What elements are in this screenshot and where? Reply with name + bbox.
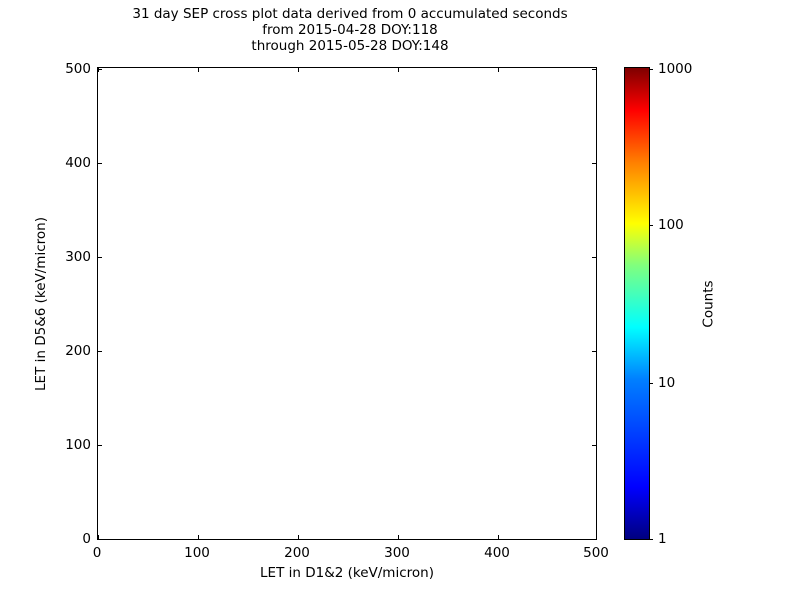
y-tick-mark: [98, 539, 102, 540]
x-tick-label: 500: [583, 545, 609, 561]
colorbar-gradient: [624, 67, 653, 540]
y-tick-mark-right: [592, 69, 596, 70]
y-tick-label: 400: [65, 155, 91, 171]
title-line-2: from 2015-04-28 DOY:118: [262, 22, 438, 38]
colorbar-tick-label: 100: [658, 217, 684, 233]
y-tick-label: 300: [65, 249, 91, 265]
y-tick-mark-right: [592, 445, 596, 446]
x-tick-mark-top: [98, 68, 99, 72]
x-tick-mark: [398, 535, 399, 539]
chart-title: 31 day SEP cross plot data derived from …: [0, 6, 700, 54]
y-tick-mark: [98, 445, 102, 446]
colorbar-tick-label: 10: [658, 375, 676, 391]
y-tick-mark: [98, 351, 102, 352]
plot-axes: [97, 67, 597, 540]
y-tick-label: 200: [65, 343, 91, 359]
x-tick-mark-top: [298, 68, 299, 72]
x-tick-label: 200: [284, 545, 310, 561]
x-tick-mark: [198, 535, 199, 539]
colorbar-label-text: Counts: [701, 279, 717, 328]
x-axis-label: LET in D1&2 (keV/micron): [260, 565, 434, 581]
title-line-1: 31 day SEP cross plot data derived from …: [132, 6, 568, 22]
x-tick-mark: [498, 535, 499, 539]
x-tick-mark-top: [198, 68, 199, 72]
colorbar-tick-label: 1: [658, 531, 667, 547]
colorbar-label: Counts: [700, 67, 718, 540]
x-tick-mark-top: [596, 68, 597, 72]
y-axis-label-text: LET in D5&6 (keV/micron): [33, 216, 49, 391]
x-tick-mark: [98, 535, 99, 539]
y-tick-mark: [98, 163, 102, 164]
colorbar-tick-mark: [649, 225, 653, 226]
x-tick-mark: [298, 535, 299, 539]
y-tick-label: 500: [65, 61, 91, 77]
y-tick-mark-right: [592, 257, 596, 258]
x-tick-mark-top: [498, 68, 499, 72]
x-tick-mark-top: [398, 68, 399, 72]
colorbar-tick-label: 1000: [658, 61, 693, 77]
colorbar-tick-mark: [649, 539, 653, 540]
y-tick-label: 0: [82, 531, 91, 547]
y-tick-label: 100: [65, 437, 91, 453]
x-tick-label: 300: [384, 545, 410, 561]
y-tick-mark: [98, 257, 102, 258]
x-tick-mark: [596, 535, 597, 539]
x-tick-label: 400: [484, 545, 510, 561]
title-line-3: through 2015-05-28 DOY:148: [251, 38, 449, 54]
plot-data-area: [98, 68, 596, 539]
y-tick-mark-right: [592, 351, 596, 352]
x-tick-label: 0: [92, 545, 102, 561]
colorbar-tick-mark: [649, 383, 653, 384]
x-tick-label: 100: [184, 545, 210, 561]
y-tick-mark-right: [592, 163, 596, 164]
colorbar: [624, 67, 653, 540]
y-tick-mark-right: [592, 539, 596, 540]
y-axis-label: LET in D5&6 (keV/micron): [32, 67, 50, 540]
colorbar-tick-mark: [649, 69, 653, 70]
y-tick-mark: [98, 69, 102, 70]
